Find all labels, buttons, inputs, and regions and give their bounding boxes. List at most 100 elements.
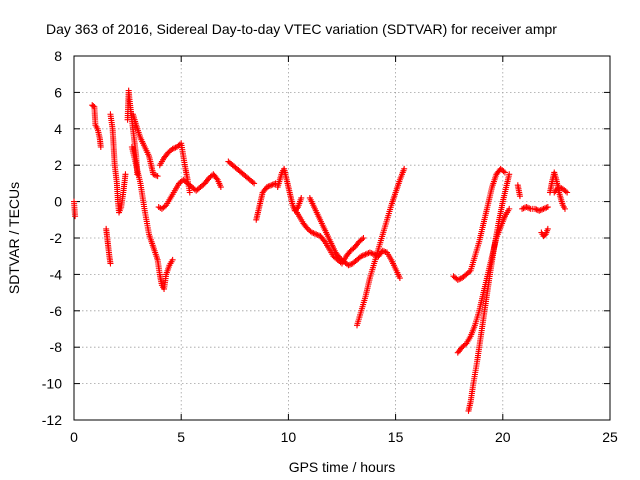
data-point	[556, 184, 563, 191]
data-point	[266, 182, 273, 189]
data-point	[308, 229, 315, 236]
data-point	[461, 341, 468, 348]
data-point	[298, 194, 305, 201]
data-point	[97, 144, 104, 150]
data-points	[71, 87, 571, 414]
y-tick-label: -10	[42, 376, 62, 392]
data-point	[171, 145, 178, 152]
data-point	[153, 172, 160, 179]
y-tick-label: -6	[50, 303, 63, 319]
data-point	[186, 189, 193, 196]
data-point	[310, 230, 317, 237]
data-point	[501, 169, 508, 176]
data-point	[524, 204, 531, 211]
data-point	[364, 250, 371, 257]
x-axis-title: GPS time / hours	[289, 459, 396, 475]
data-point	[362, 251, 369, 258]
data-point	[314, 231, 321, 238]
data-point	[500, 168, 507, 175]
y-tick-labels: 8 6 4 2 0 -2 -4 -6 -8 -10 -12	[42, 48, 62, 428]
data-point	[540, 205, 547, 212]
data-point	[361, 251, 368, 258]
data-point	[520, 205, 527, 212]
data-point	[523, 204, 530, 211]
data-point	[564, 189, 571, 196]
data-point	[454, 276, 461, 283]
x-tick-label: 0	[70, 429, 78, 445]
grid-lines	[74, 56, 610, 420]
chart-title: Day 363 of 2016, Sidereal Day-to-day VTE…	[46, 21, 557, 37]
x-tick-label: 10	[281, 429, 297, 445]
data-point	[381, 248, 388, 255]
data-point	[506, 171, 513, 178]
data-point	[217, 184, 224, 191]
y-tick-label: -4	[50, 266, 63, 282]
y-tick-label: 0	[54, 194, 62, 210]
y-axis-title: SDTVAR / TECUs	[6, 182, 22, 294]
data-point	[562, 188, 569, 195]
y-tick-label: 2	[54, 157, 62, 173]
data-point	[368, 250, 375, 257]
data-point	[359, 252, 366, 259]
x-tick-label: 15	[388, 429, 404, 445]
y-tick-label: -8	[50, 339, 63, 355]
x-tick-label: 25	[602, 429, 618, 445]
x-tick-label: 5	[177, 429, 185, 445]
data-point	[251, 180, 258, 187]
data-point	[213, 175, 220, 182]
data-point	[401, 165, 408, 172]
data-point	[366, 249, 373, 256]
data-point	[122, 171, 129, 178]
data-point	[526, 205, 533, 212]
y-tick-label: -12	[42, 412, 62, 428]
y-tick-label: 6	[54, 84, 62, 100]
x-tick-label: 20	[495, 429, 511, 445]
data-point	[169, 145, 176, 152]
data-point	[311, 230, 318, 237]
data-point	[313, 231, 320, 238]
data-point	[506, 205, 513, 212]
data-point	[263, 184, 270, 191]
data-point	[161, 203, 168, 210]
data-point	[544, 225, 551, 232]
data-point	[555, 184, 562, 191]
data-point	[541, 205, 548, 212]
data-point	[151, 171, 158, 178]
data-point	[249, 179, 256, 186]
data-point	[271, 181, 278, 188]
data-point	[169, 256, 176, 263]
y-tick-label: -2	[50, 230, 63, 246]
data-point	[72, 213, 79, 220]
data-point	[531, 205, 538, 212]
data-point	[269, 181, 276, 188]
data-point	[466, 268, 473, 275]
data-point	[561, 205, 568, 212]
data-point	[265, 183, 272, 190]
data-point	[544, 204, 551, 211]
data-point	[358, 253, 365, 260]
y-tick-label: 4	[54, 121, 62, 137]
data-point	[268, 182, 275, 189]
axis-ticks	[73, 55, 611, 421]
data-point	[369, 250, 376, 257]
data-point	[359, 236, 366, 243]
data-point	[536, 207, 543, 214]
data-point	[360, 235, 367, 241]
data-point	[533, 206, 540, 213]
data-point	[539, 206, 546, 213]
data-point	[396, 275, 403, 282]
data-point	[90, 103, 97, 110]
data-point	[345, 262, 352, 269]
data-point	[519, 205, 526, 212]
y-tick-label: 8	[54, 48, 62, 64]
data-point	[516, 193, 523, 200]
data-point	[543, 204, 550, 211]
data-point	[150, 171, 157, 178]
data-point	[107, 260, 114, 267]
data-point	[456, 276, 463, 283]
data-point	[320, 237, 327, 244]
x-tick-labels: 0 5 10 15 20 25	[70, 429, 618, 445]
data-point	[346, 261, 353, 268]
data-point	[154, 173, 161, 180]
